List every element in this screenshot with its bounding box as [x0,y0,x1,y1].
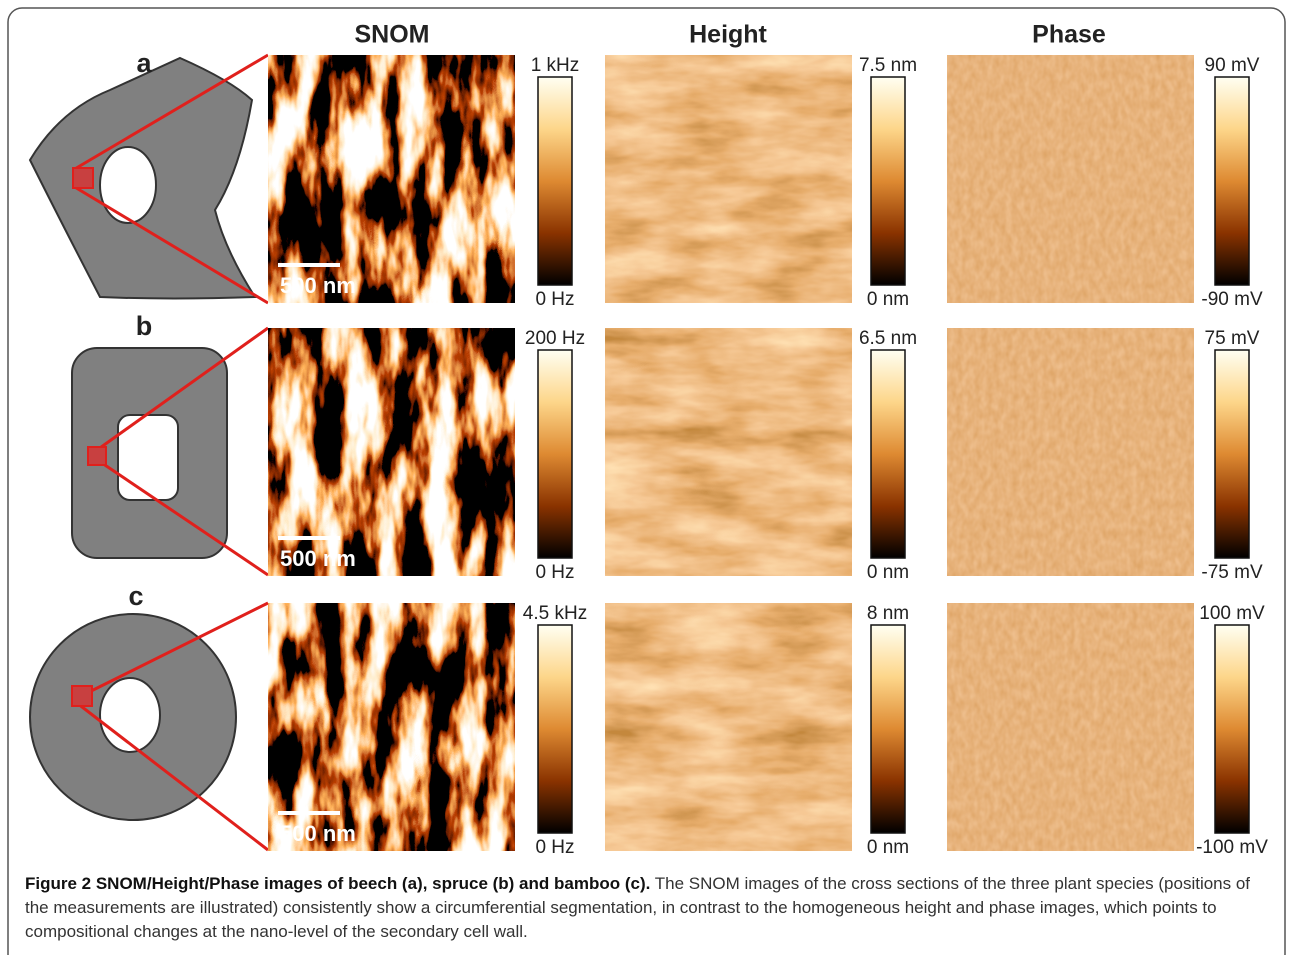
row-label: a [136,48,152,78]
caption: Figure 2 SNOM/Height/Phase images of bee… [25,872,1270,944]
cell-diagram-a [30,55,268,303]
colorbar [1215,625,1249,833]
colorbar-min-label: 0 Hz [535,289,574,310]
colorbar [871,625,905,833]
colorbar [538,625,572,833]
cell-diagram-c [30,603,268,850]
column-header: Height [689,21,767,49]
scale-bar-label: 500 nm [280,821,356,846]
caption-title: Figure 2 SNOM/Height/Phase images of bee… [25,874,650,893]
cell-diagram-b [72,328,268,575]
figure: SNOM Height Phase a 1 kHz 0 Hz 7.5 nm 0 nm 90 mV… [0,0,1293,955]
colorbar-max-label: 75 mV [1205,328,1260,349]
colorbar-min-label: 0 nm [867,289,909,310]
colorbar [871,350,905,558]
scale-bar-label: 500 nm [280,273,356,298]
colorbar-max-label: 7.5 nm [859,55,917,76]
colorbar [871,77,905,285]
colorbar [538,77,572,285]
colorbar [1215,77,1249,285]
micrograph [605,55,852,303]
colorbar-min-label: 0 Hz [535,562,574,583]
micrograph [947,55,1194,303]
page: {"figure": { "columns": ["SNOM", "Height… [0,0,1293,955]
colorbar-min-label: 0 Hz [535,837,574,858]
scale-bar-label: 500 nm [280,546,356,571]
colorbar-max-label: 90 mV [1205,55,1260,76]
column-header: Phase [1032,21,1106,49]
column-header: SNOM [355,21,430,49]
colorbar-min-label: -75 mV [1201,562,1263,583]
row-label: b [136,311,153,341]
colorbar-max-label: 4.5 kHz [523,603,587,624]
micrograph [605,603,852,851]
micrograph [947,328,1194,576]
colorbar-min-label: 0 nm [867,562,909,583]
colorbar-min-label: 0 nm [867,837,909,858]
colorbar [1215,350,1249,558]
colorbar-max-label: 8 nm [867,603,909,624]
colorbar-max-label: 1 kHz [531,55,580,76]
colorbar [538,350,572,558]
colorbar-max-label: 200 Hz [525,328,585,349]
row-label: c [128,581,143,611]
colorbar-min-label: -90 mV [1201,289,1263,310]
colorbar-max-label: 6.5 nm [859,328,917,349]
colorbar-max-label: 100 mV [1199,603,1265,624]
micrograph [947,603,1194,851]
colorbar-min-label: -100 mV [1196,837,1268,858]
micrograph [605,328,852,576]
